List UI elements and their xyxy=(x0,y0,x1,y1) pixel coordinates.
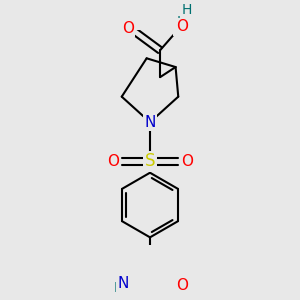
Text: H: H xyxy=(114,281,124,296)
Text: O: O xyxy=(181,154,193,169)
Text: S: S xyxy=(145,152,155,170)
Text: O: O xyxy=(176,19,188,34)
Text: H: H xyxy=(177,15,188,29)
Text: O: O xyxy=(176,278,188,293)
Text: O: O xyxy=(107,154,119,169)
Text: H: H xyxy=(182,3,192,17)
Text: O: O xyxy=(122,20,134,35)
Text: N: N xyxy=(144,115,156,130)
Text: O: O xyxy=(174,20,186,35)
Text: N: N xyxy=(117,276,129,291)
